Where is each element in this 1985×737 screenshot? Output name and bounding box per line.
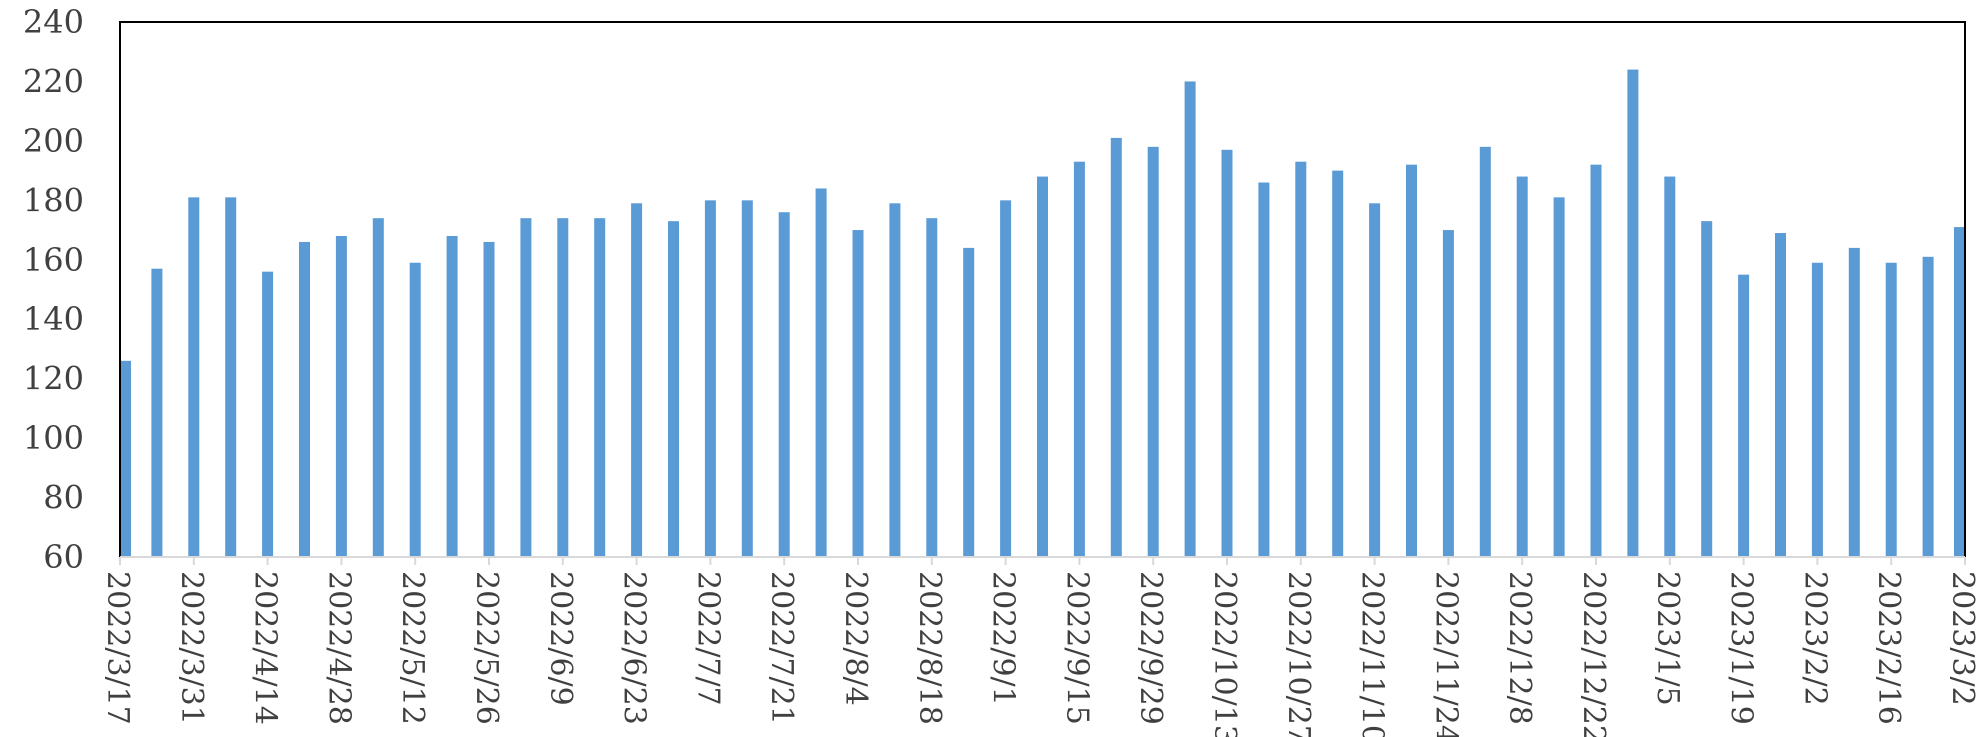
bar: [631, 203, 643, 558]
bar: [1553, 197, 1565, 557]
x-tick-label: 2022/11/24: [1428, 571, 1463, 737]
x-tick-label: 2023/3/2: [1945, 571, 1980, 706]
bar: [889, 203, 901, 558]
bar: [1811, 262, 1823, 557]
bar: [1000, 200, 1012, 558]
bar: [1954, 227, 1965, 558]
bar: [483, 241, 495, 557]
x-tick-label: 2022/3/17: [100, 571, 135, 725]
bar: [1590, 164, 1602, 557]
bar: [1627, 69, 1639, 558]
bar: [668, 221, 679, 557]
bar: [299, 241, 310, 557]
bar: [409, 262, 421, 557]
x-tick-label: 2022/9/15: [1059, 571, 1094, 725]
x-tick-label: 2022/10/27: [1281, 571, 1316, 737]
bar: [1406, 164, 1417, 557]
bar: [1295, 161, 1307, 557]
x-tick-label: 2022/8/4: [838, 571, 873, 706]
x-tick-label: 2023/1/5: [1650, 571, 1685, 706]
bar: [372, 218, 384, 557]
bar: [852, 230, 864, 558]
y-tick-label: 80: [43, 479, 84, 517]
bar-series: [120, 69, 1965, 558]
bar: [1479, 146, 1491, 558]
bar: [1885, 262, 1897, 557]
bar: [1442, 230, 1454, 558]
bar: [926, 218, 938, 557]
x-tick-label: 2022/10/13: [1207, 571, 1242, 737]
plot-frame: [119, 21, 1966, 558]
x-tick-label: 2022/9/1: [986, 571, 1021, 706]
x-tick-label: 2022/3/31: [174, 571, 209, 725]
bar: [446, 236, 458, 557]
bar: [1332, 170, 1344, 557]
bar: [704, 200, 716, 558]
bar: [1184, 81, 1196, 557]
bar: [262, 271, 274, 557]
x-tick-label: 2022/4/28: [321, 571, 356, 725]
x-tick-label: 2022/12/22: [1576, 571, 1611, 737]
bar: [120, 360, 131, 557]
bar: [1664, 176, 1676, 558]
bar: [520, 218, 532, 557]
bar: [815, 188, 827, 557]
bar: [963, 247, 975, 557]
x-axis-ticks: 2022/3/17 2022/3/31 2022/4/14 2022/4/28 2022…: [100, 557, 1980, 737]
bar: [1073, 161, 1085, 557]
bar: [1147, 146, 1159, 558]
y-tick-label: 220: [23, 62, 84, 100]
bar: [557, 218, 569, 557]
y-axis-ticks: 60 80 100 120 140 160 180 200 220 240: [23, 3, 84, 576]
x-tick-label: 2022/4/14: [248, 571, 283, 725]
x-tick-label: 2022/9/29: [1133, 571, 1168, 725]
x-tick-label: 2022/6/23: [617, 571, 652, 725]
bar: [594, 218, 606, 557]
y-tick-label: 60: [43, 538, 84, 576]
x-tick-label: 2023/2/16: [1871, 571, 1906, 725]
x-tick-label: 2023/1/19: [1724, 571, 1759, 725]
y-tick-label: 200: [23, 122, 84, 160]
bar: [225, 197, 237, 557]
bar: [1110, 137, 1122, 557]
bar: [1221, 149, 1233, 558]
y-tick-label: 240: [23, 3, 84, 41]
bar: [151, 268, 163, 557]
x-tick-label: 2022/6/9: [543, 571, 578, 706]
y-tick-label: 120: [23, 360, 84, 398]
bar: [1701, 221, 1713, 557]
x-tick-label: 2022/7/21: [764, 571, 799, 725]
bar: [778, 212, 790, 557]
bar: [1369, 203, 1381, 558]
x-tick-label: 2022/7/7: [690, 571, 725, 706]
bar: [1922, 256, 1934, 557]
y-tick-label: 180: [23, 181, 84, 219]
y-tick-label: 160: [23, 241, 84, 279]
x-tick-label: 2022/11/10: [1355, 571, 1390, 737]
x-tick-label: 2022/5/26: [469, 571, 504, 725]
y-tick-label: 100: [23, 419, 84, 457]
bar: [1848, 247, 1860, 557]
bar: [1775, 233, 1786, 557]
x-tick-label: 2023/2/2: [1797, 571, 1832, 706]
x-tick-label: 2022/12/8: [1502, 571, 1537, 725]
y-tick-label: 140: [23, 300, 84, 338]
bar: [1258, 182, 1270, 557]
bar: [1037, 176, 1048, 558]
x-tick-label: 2022/5/12: [395, 571, 430, 725]
bar: [188, 197, 200, 557]
plot-border: [119, 21, 1966, 557]
x-tick-label: 2022/8/18: [912, 571, 947, 725]
bar: [741, 200, 753, 558]
bar: [1516, 176, 1528, 558]
bar: [335, 236, 347, 557]
bar: [1738, 274, 1750, 557]
